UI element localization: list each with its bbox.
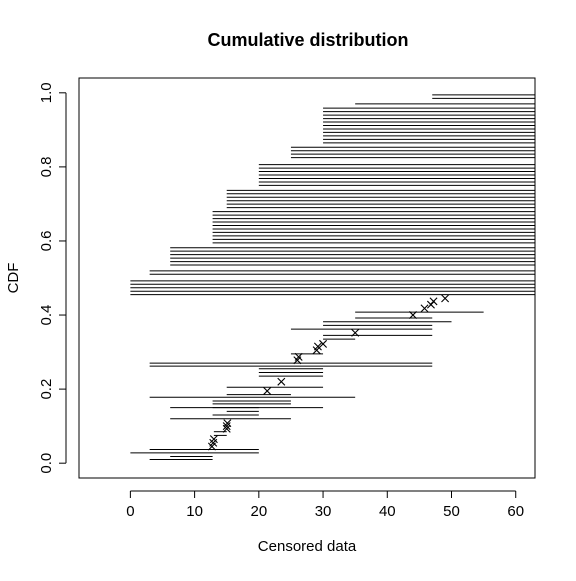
plot-marks xyxy=(130,94,535,460)
y-tick-label: 0.8 xyxy=(38,156,55,177)
point-stroke xyxy=(209,435,218,444)
y-axis-label: CDF xyxy=(5,263,22,294)
y-tick-label: 0.6 xyxy=(38,231,55,252)
x-tick-label: 10 xyxy=(186,503,203,520)
data-point xyxy=(420,304,429,313)
axes: 0 10 20 30 40 50 60 0.0 0.2 0.4 0.6 0.8 1.0 xyxy=(38,82,524,520)
data-point xyxy=(408,311,417,320)
point-stroke xyxy=(351,328,360,337)
y-tick-label: 0.0 xyxy=(38,453,55,474)
x-tick-label: 30 xyxy=(315,503,332,520)
x-tick-label: 20 xyxy=(250,503,267,520)
data-point xyxy=(441,294,450,303)
data-point xyxy=(223,419,232,428)
chart-title: Cumulative distribution xyxy=(207,30,408,50)
data-point xyxy=(263,386,272,395)
data-point xyxy=(351,328,360,337)
point-stroke xyxy=(223,419,232,428)
point-stroke xyxy=(277,377,286,386)
point-stroke xyxy=(420,304,429,313)
point-stroke xyxy=(263,386,272,395)
plot-frame xyxy=(78,77,536,479)
data-point xyxy=(319,339,328,348)
point-stroke xyxy=(441,294,450,303)
x-axis-label: Censored data xyxy=(258,538,357,555)
data-point xyxy=(313,342,322,351)
x-tick-label: 40 xyxy=(379,503,396,520)
data-point xyxy=(222,422,231,431)
point-stroke xyxy=(408,311,417,320)
x-tick-label: 50 xyxy=(443,503,460,520)
data-point xyxy=(277,377,286,386)
data-point xyxy=(209,435,218,444)
point-stroke xyxy=(319,339,328,348)
point-stroke xyxy=(313,342,322,351)
y-tick-label: 1.0 xyxy=(38,82,55,103)
point-stroke xyxy=(222,422,231,431)
point-stroke xyxy=(429,297,438,306)
y-tick-label: 0.4 xyxy=(38,305,55,326)
x-tick-label: 60 xyxy=(507,503,524,520)
point-stroke xyxy=(294,352,303,361)
point-stroke xyxy=(222,424,231,433)
x-tick-label: 0 xyxy=(126,503,134,520)
y-tick-label: 0.2 xyxy=(38,379,55,400)
data-point xyxy=(429,297,438,306)
data-point xyxy=(294,352,303,361)
